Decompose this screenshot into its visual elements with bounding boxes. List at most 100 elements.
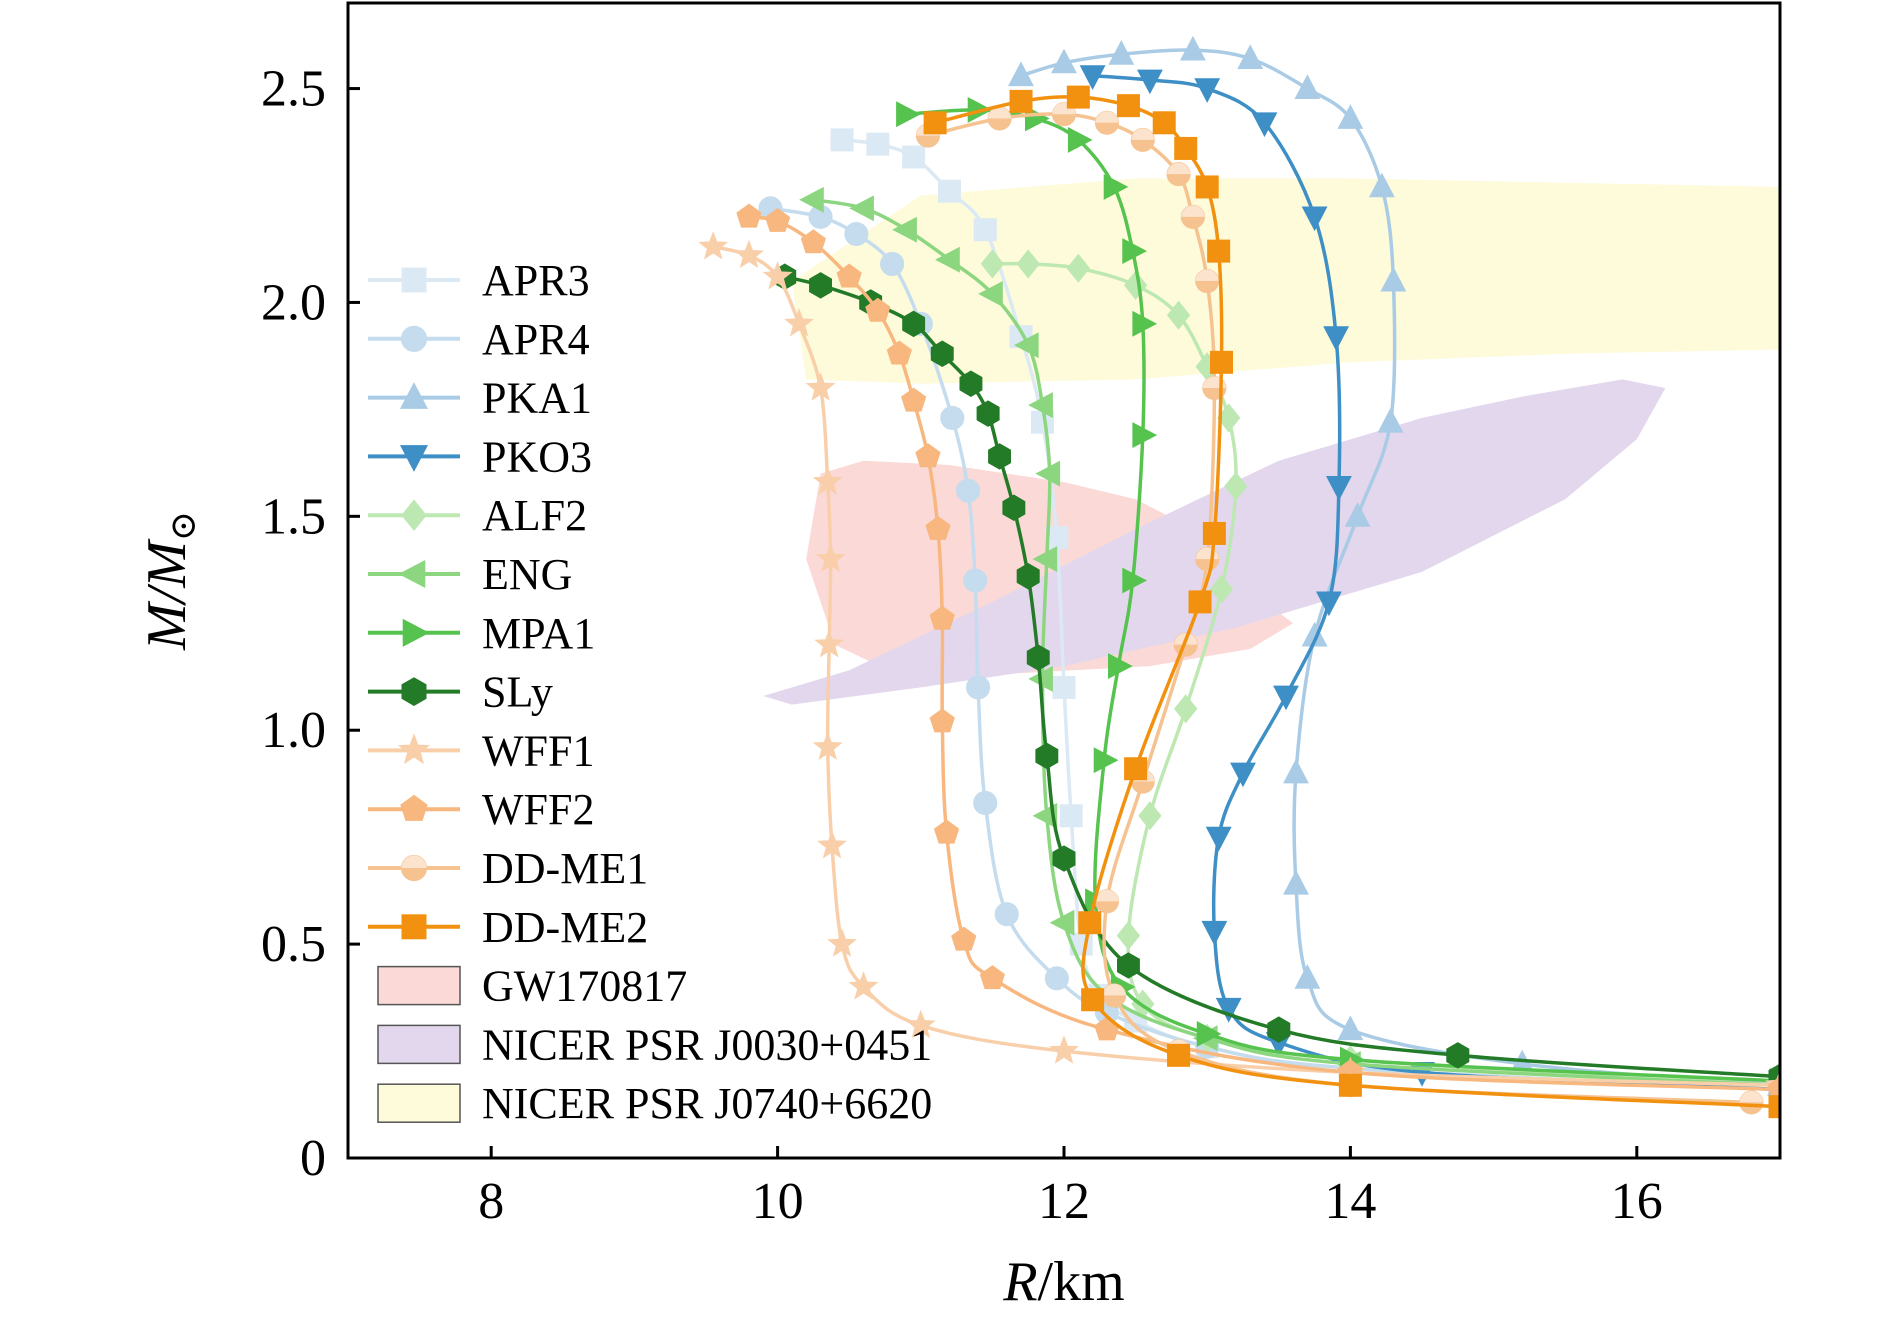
point-eng <box>1049 909 1075 936</box>
legend-marker <box>397 733 431 765</box>
legend-item-pko3: PKO3 <box>368 432 592 481</box>
point-alf2 <box>1123 270 1148 300</box>
x-tick-label: 14 <box>1324 1173 1376 1230</box>
point-mpa1 <box>1132 310 1158 337</box>
point-wff2 <box>929 708 955 733</box>
legend-item-alf2: ALF2 <box>368 491 587 540</box>
legend-label: PKA1 <box>482 374 592 423</box>
legend-item-nicer-psr-j0740-6620: NICER PSR J0740+6620 <box>377 1079 932 1128</box>
point-wff2 <box>929 605 955 630</box>
legend-label: NICER PSR J0030+0451 <box>482 1020 932 1069</box>
legend-item-apr4: APR4 <box>368 315 590 364</box>
point-dd-me1-highlight <box>1095 111 1119 123</box>
y-axis-label-subscript: ⊙ <box>163 511 203 541</box>
point-wff2 <box>901 387 927 412</box>
point-mpa1 <box>1067 126 1093 153</box>
point-dd-me2 <box>1174 136 1198 160</box>
point-sly <box>959 370 983 397</box>
point-pko3 <box>1215 997 1242 1023</box>
y-tick-label: 0.5 <box>261 916 326 973</box>
point-dd-me1-highlight <box>1195 269 1219 282</box>
x-axis-label: R/km <box>1002 1251 1124 1313</box>
point-mpa1 <box>1108 653 1133 680</box>
point-wff2 <box>1767 1076 1780 1101</box>
legend-label: APR4 <box>482 315 590 364</box>
point-dd-me2 <box>1188 590 1212 614</box>
point-pka1 <box>1337 104 1364 129</box>
point-apr3 <box>937 179 961 203</box>
point-dd-me2 <box>1202 521 1226 545</box>
point-apr3 <box>1059 804 1083 828</box>
point-pko3 <box>1205 826 1232 852</box>
legend-item-apr3: APR3 <box>368 256 590 305</box>
point-alf2 <box>1116 920 1141 951</box>
point-sly <box>1016 563 1040 590</box>
point-pko3 <box>1201 920 1228 946</box>
y-tick-label: 1.0 <box>261 702 326 759</box>
point-sly <box>988 443 1011 470</box>
point-pka1 <box>1283 869 1309 895</box>
legend-item-mpa1: MPA1 <box>368 609 595 658</box>
point-wff2 <box>736 203 762 228</box>
point-apr3 <box>973 218 997 242</box>
legend-item-gw170817: GW170817 <box>377 962 687 1011</box>
point-wff2 <box>800 229 826 254</box>
point-pka1 <box>1008 61 1034 87</box>
legend-marker <box>400 325 428 352</box>
point-wff2 <box>886 340 912 365</box>
point-pko3 <box>1251 112 1278 138</box>
point-pka1 <box>1380 266 1407 292</box>
legend-marker <box>402 618 430 647</box>
point-dd-me2 <box>1081 988 1105 1012</box>
point-apr3 <box>902 145 926 169</box>
legend-label: DD-ME1 <box>482 844 648 893</box>
point-pko3 <box>1315 591 1342 617</box>
series-wff2 <box>736 203 1780 1101</box>
point-mpa1 <box>1122 567 1147 594</box>
point-wff1 <box>812 466 843 495</box>
point-wff1 <box>1049 1035 1079 1064</box>
point-wff1 <box>848 971 879 1000</box>
point-pko3 <box>1136 69 1163 95</box>
point-wff1 <box>827 928 857 957</box>
point-sly <box>930 340 954 367</box>
point-pka1 <box>1294 74 1321 99</box>
legend-item-sly: SLy <box>368 668 553 717</box>
point-pka1 <box>1051 48 1077 74</box>
point-apr4 <box>940 405 965 430</box>
point-alf2 <box>1138 801 1162 831</box>
y-axis-label: M/M⊙ <box>136 511 203 651</box>
point-dd-me2 <box>1768 1095 1780 1119</box>
point-dd-me2 <box>1009 89 1033 113</box>
point-wff2 <box>836 263 862 288</box>
point-pka1 <box>1237 44 1264 69</box>
legend-label: NICER PSR J0740+6620 <box>482 1079 932 1128</box>
point-apr4 <box>956 478 981 503</box>
legend-marker <box>399 382 429 409</box>
legend-item-dd-me2: DD-ME2 <box>368 903 648 952</box>
legend-label: DD-ME2 <box>482 903 648 952</box>
axis-ticks: 8 10 12 14 16 0 0.5 1.0 1.5 2.0 2.5 <box>261 61 1663 1230</box>
point-apr4 <box>1044 966 1069 991</box>
x-axis-label-symbol: R <box>1002 1251 1037 1313</box>
legend-item-nicer-psr-j0030-0451: NICER PSR J0030+0451 <box>377 1020 932 1069</box>
series-apr4 <box>758 196 1780 1102</box>
point-dd-me1-highlight <box>1739 1090 1763 1103</box>
legend-label: WFF1 <box>482 726 594 775</box>
point-wff2 <box>951 926 977 951</box>
x-axis-label-unit: /km <box>1038 1251 1125 1313</box>
point-pko3 <box>1325 476 1352 501</box>
point-dd-me2 <box>1078 911 1102 935</box>
point-eng <box>1032 546 1058 573</box>
point-sly <box>1002 494 1026 521</box>
point-eng <box>799 186 824 213</box>
point-wff2 <box>925 515 951 540</box>
point-dd-me1-highlight <box>988 106 1012 119</box>
point-dd-me1-highlight <box>1131 128 1155 140</box>
point-apr3 <box>1052 675 1076 699</box>
point-pka1 <box>1283 758 1309 784</box>
point-eng <box>1013 332 1039 359</box>
x-tick-label: 12 <box>1038 1173 1090 1230</box>
point-apr3 <box>866 132 890 156</box>
